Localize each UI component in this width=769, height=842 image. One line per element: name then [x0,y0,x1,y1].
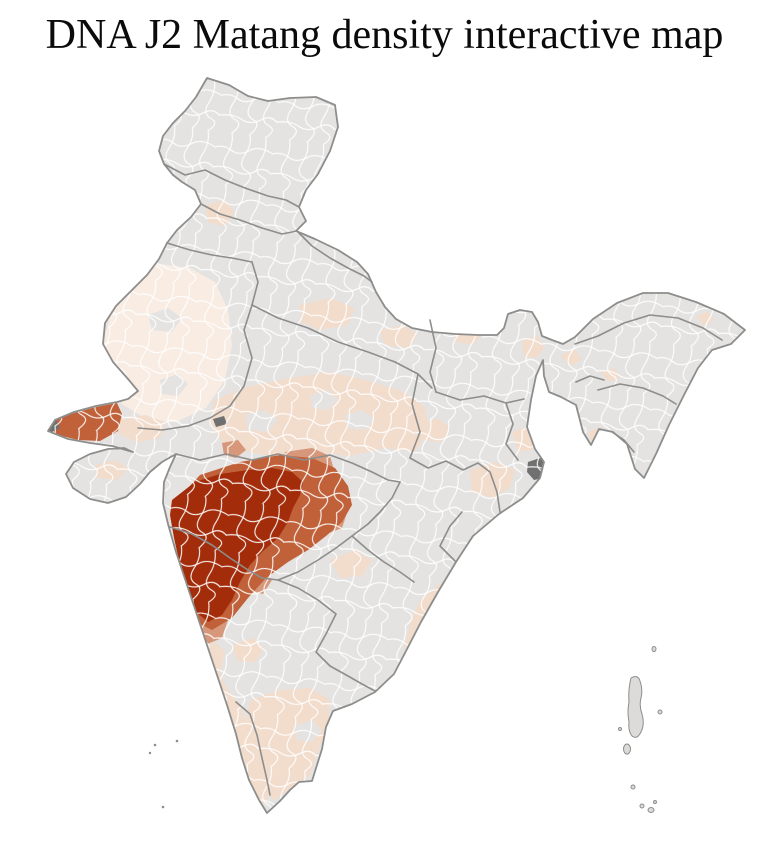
india-outline [47,77,746,814]
state-boundary-up-west [251,261,259,306]
island[interactable] [161,805,165,809]
island[interactable] [639,803,645,809]
state-boundary-meghalaya [575,375,605,383]
district-mesh-overlay [48,78,745,813]
state-boundary-kerala-tamilnadu [235,701,271,796]
island-nicobar[interactable] [647,807,655,813]
state-boundary-chhattisgarh-odisha [409,457,501,513]
state-boundary-up-bihar [429,319,437,393]
island[interactable] [618,727,622,731]
state-boundary-punjab-belt [166,242,253,263]
state-boundary-maharashtra-north [175,453,401,483]
island[interactable] [630,784,636,790]
state-boundary-maharashtra-south [169,526,279,581]
state-boundary-mp-chhattisgarh [409,373,421,459]
island[interactable] [153,743,157,747]
state-boundary-assam-nagaland [597,383,677,405]
state-boundary-jharkhand-bengal [505,402,519,461]
page-title: DNA J2 Matang density interactive map [45,12,724,58]
state-boundary-uttarakhand [296,230,373,283]
state-boundary-karnataka-andhra [277,579,376,692]
island[interactable] [651,646,657,652]
island[interactable] [653,800,657,804]
state-boundary-odisha-andhra [439,511,463,563]
island-andaman-main[interactable] [627,676,644,738]
island[interactable] [175,739,179,743]
state-boundaries [137,163,723,796]
andaman-nicobar-islands[interactable] [618,646,663,813]
state-boundary-bihar-jharkhand [435,391,525,404]
island[interactable] [623,743,631,755]
state-boundary-himachal [200,203,298,235]
state-boundary-jammu-kashmir [163,163,300,208]
state-boundary-telangana-andhra [351,535,415,583]
state-boundary-up-mp [251,304,433,389]
island[interactable] [148,751,152,755]
lakshadweep-islands[interactable] [148,739,179,809]
island[interactable] [657,709,663,715]
state-boundary-arunachal-assam [574,314,723,345]
state-boundary-rajasthan-east [137,304,253,431]
